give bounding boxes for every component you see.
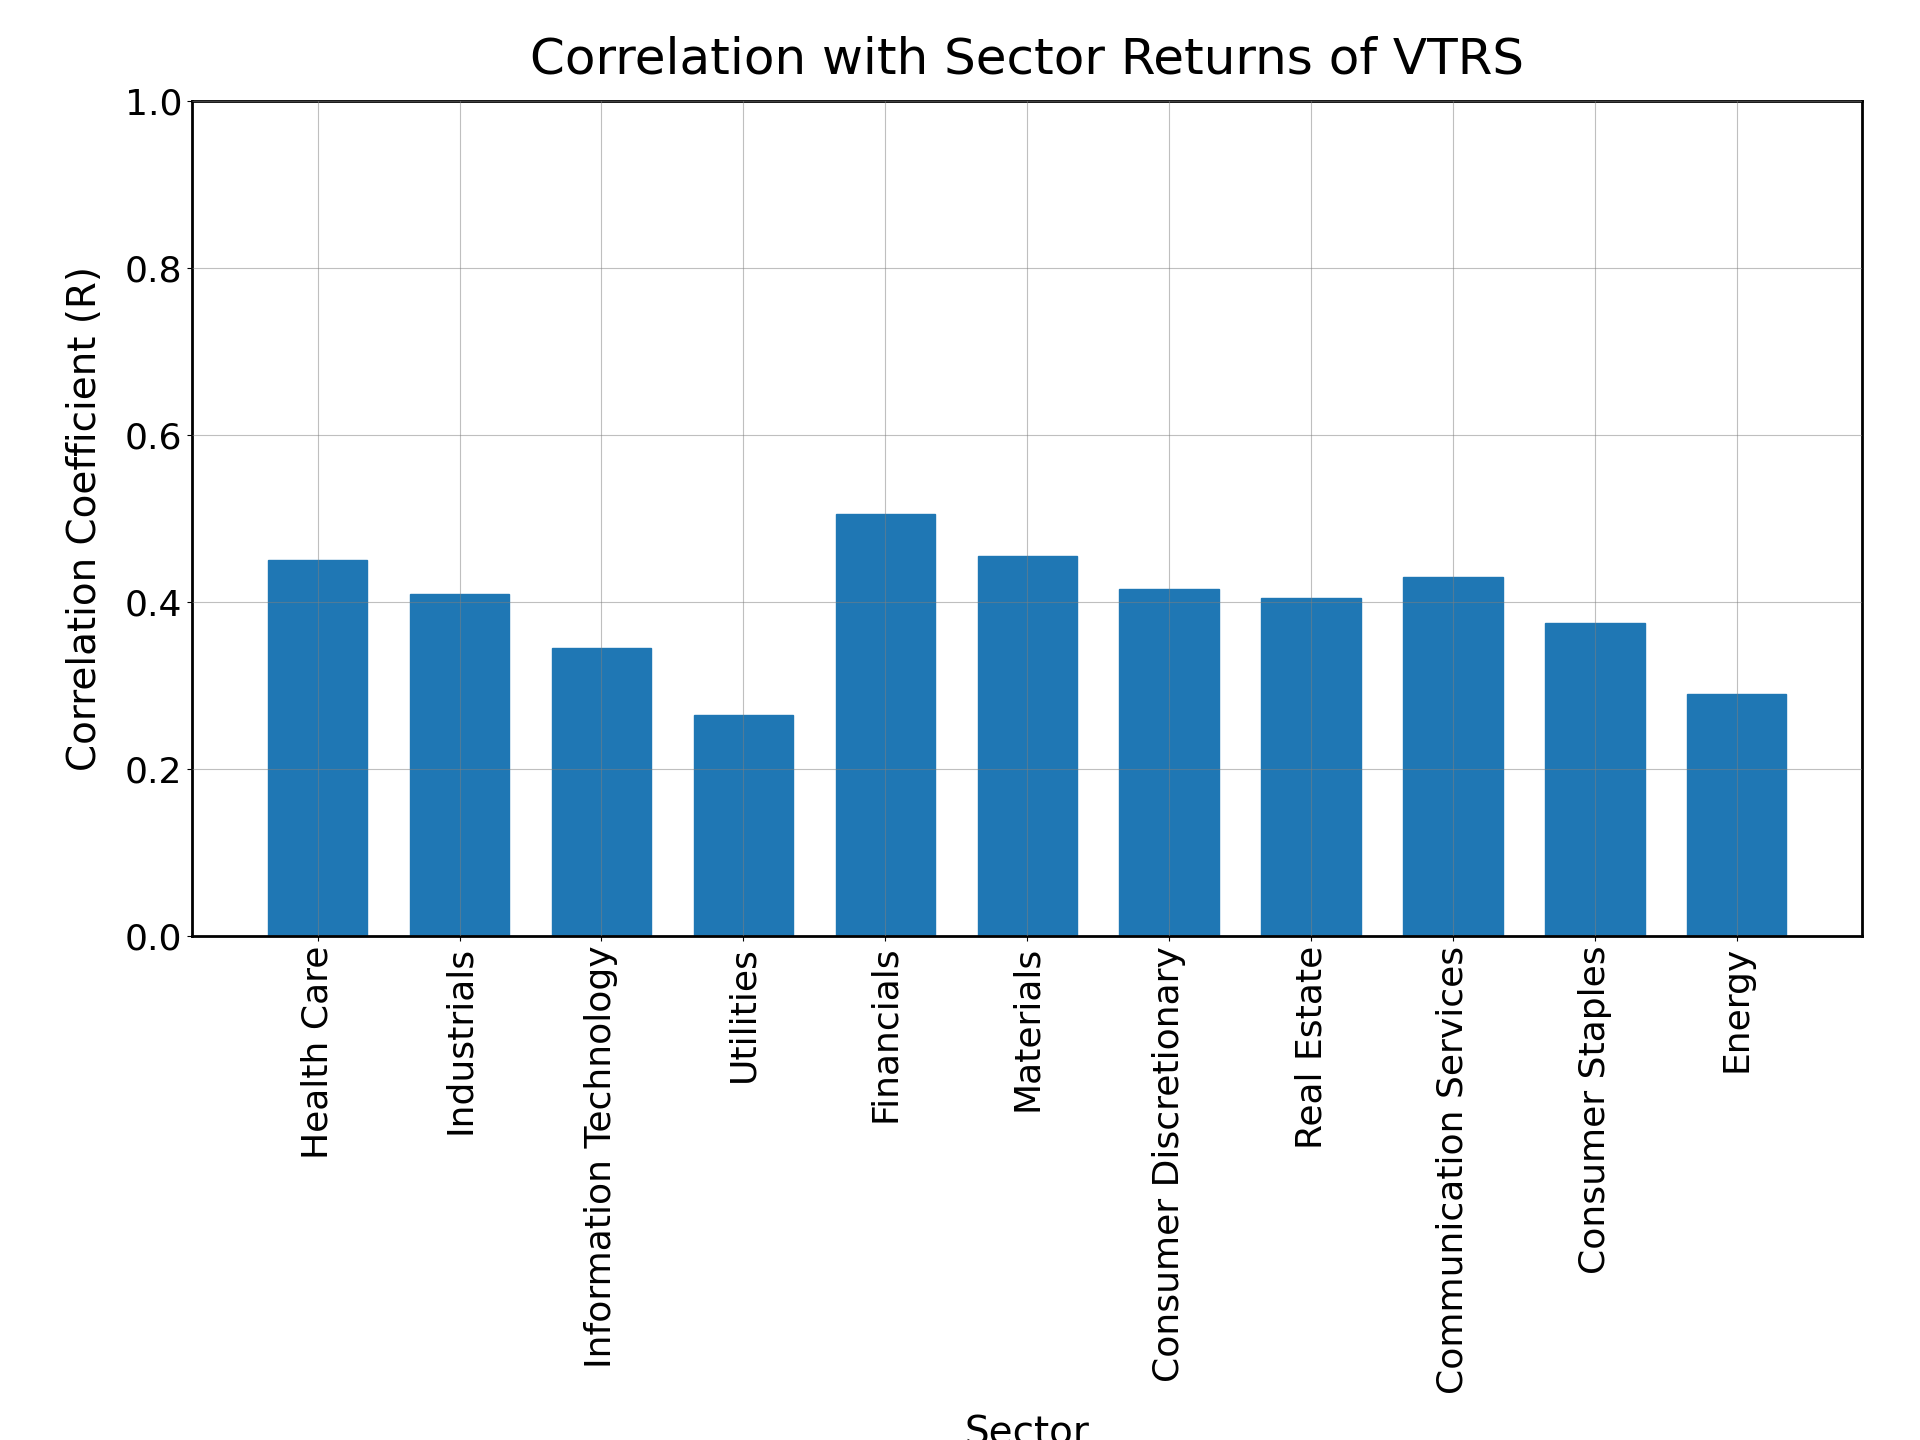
Bar (1546, 622, 1645, 936)
Bar (551, 648, 651, 936)
Bar (977, 556, 1077, 936)
Bar (835, 514, 935, 936)
Title: Correlation with Sector Returns of VTRS: Correlation with Sector Returns of VTRS (530, 35, 1524, 84)
Bar (1261, 598, 1361, 936)
Y-axis label: Correlation Coefficient (R): Correlation Coefficient (R) (65, 266, 104, 770)
Bar (1404, 577, 1503, 936)
Bar (269, 560, 367, 936)
Bar (1119, 589, 1219, 936)
X-axis label: Sector: Sector (964, 1414, 1091, 1440)
Bar (693, 714, 793, 936)
Bar (409, 593, 509, 936)
Bar (1688, 694, 1786, 936)
